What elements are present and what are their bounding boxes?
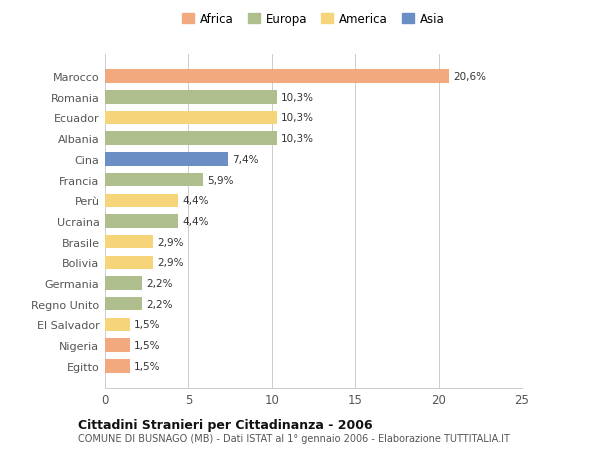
Bar xyxy=(105,277,142,290)
Text: 4,4%: 4,4% xyxy=(182,217,209,226)
Bar xyxy=(105,297,142,311)
Bar xyxy=(105,70,449,84)
Bar xyxy=(105,318,130,331)
Bar xyxy=(105,112,277,125)
Bar xyxy=(105,359,130,373)
Text: 20,6%: 20,6% xyxy=(453,72,486,82)
Legend: Africa, Europa, America, Asia: Africa, Europa, America, Asia xyxy=(180,11,447,29)
Bar xyxy=(105,339,130,352)
Text: 5,9%: 5,9% xyxy=(208,175,234,185)
Text: 2,9%: 2,9% xyxy=(158,258,184,268)
Text: 1,5%: 1,5% xyxy=(134,320,161,330)
Text: 2,2%: 2,2% xyxy=(146,279,172,288)
Text: 2,9%: 2,9% xyxy=(158,237,184,247)
Bar xyxy=(105,91,277,104)
Text: 10,3%: 10,3% xyxy=(281,134,314,144)
Text: 4,4%: 4,4% xyxy=(182,196,209,206)
Bar xyxy=(105,174,203,187)
Text: 1,5%: 1,5% xyxy=(134,341,161,350)
Bar xyxy=(105,132,277,146)
Bar xyxy=(105,235,154,249)
Text: 10,3%: 10,3% xyxy=(281,93,314,102)
Bar xyxy=(105,256,154,269)
Text: 7,4%: 7,4% xyxy=(233,155,259,164)
Bar xyxy=(105,194,178,207)
Text: Cittadini Stranieri per Cittadinanza - 2006: Cittadini Stranieri per Cittadinanza - 2… xyxy=(78,418,373,431)
Text: 2,2%: 2,2% xyxy=(146,299,172,309)
Bar xyxy=(105,153,229,166)
Text: 10,3%: 10,3% xyxy=(281,113,314,123)
Bar xyxy=(105,215,178,228)
Text: COMUNE DI BUSNAGO (MB) - Dati ISTAT al 1° gennaio 2006 - Elaborazione TUTTITALIA: COMUNE DI BUSNAGO (MB) - Dati ISTAT al 1… xyxy=(78,433,510,442)
Text: 1,5%: 1,5% xyxy=(134,361,161,371)
